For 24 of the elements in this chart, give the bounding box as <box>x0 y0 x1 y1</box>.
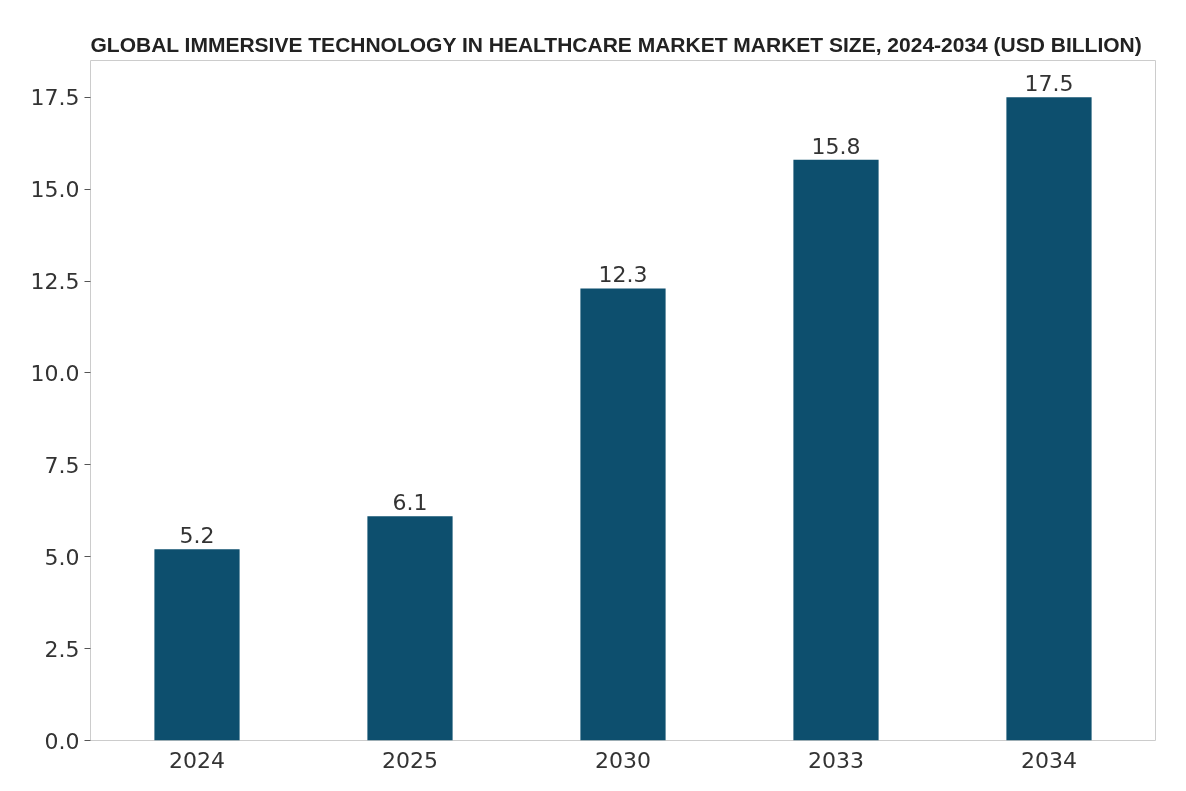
data-label: 15.8 <box>811 133 861 159</box>
x-tick-label: 2024 <box>169 747 226 773</box>
x-tick-label: 2034 <box>1021 747 1078 773</box>
x-tick-label: 2030 <box>595 747 652 773</box>
chart-title: GLOBAL IMMERSIVE TECHNOLOGY IN HEALTHCARE MARKET MARKET SIZE, 2024-2034 (USD BILLION) <box>90 32 1142 56</box>
y-tick-label: 10.0 <box>30 360 80 386</box>
data-label: 12.3 <box>598 262 648 288</box>
y-tick-label: 0.0 <box>44 728 80 754</box>
bar <box>793 159 879 741</box>
data-label: 17.5 <box>1024 71 1074 97</box>
y-tick-label: 15.0 <box>30 177 80 203</box>
data-label: 6.1 <box>392 490 428 516</box>
bar <box>1006 97 1092 741</box>
bar <box>154 549 240 741</box>
y-tick-label: 5.0 <box>44 544 80 570</box>
y-tick-label: 17.5 <box>30 85 80 111</box>
y-tick-label: 12.5 <box>30 269 80 295</box>
bar <box>580 288 666 741</box>
data-label: 5.2 <box>179 523 215 549</box>
bar <box>367 516 453 741</box>
y-tick-label: 7.5 <box>44 452 80 478</box>
x-tick-label: 2033 <box>808 747 865 773</box>
x-tick-label: 2025 <box>382 747 439 773</box>
y-tick-label: 2.5 <box>44 636 80 662</box>
